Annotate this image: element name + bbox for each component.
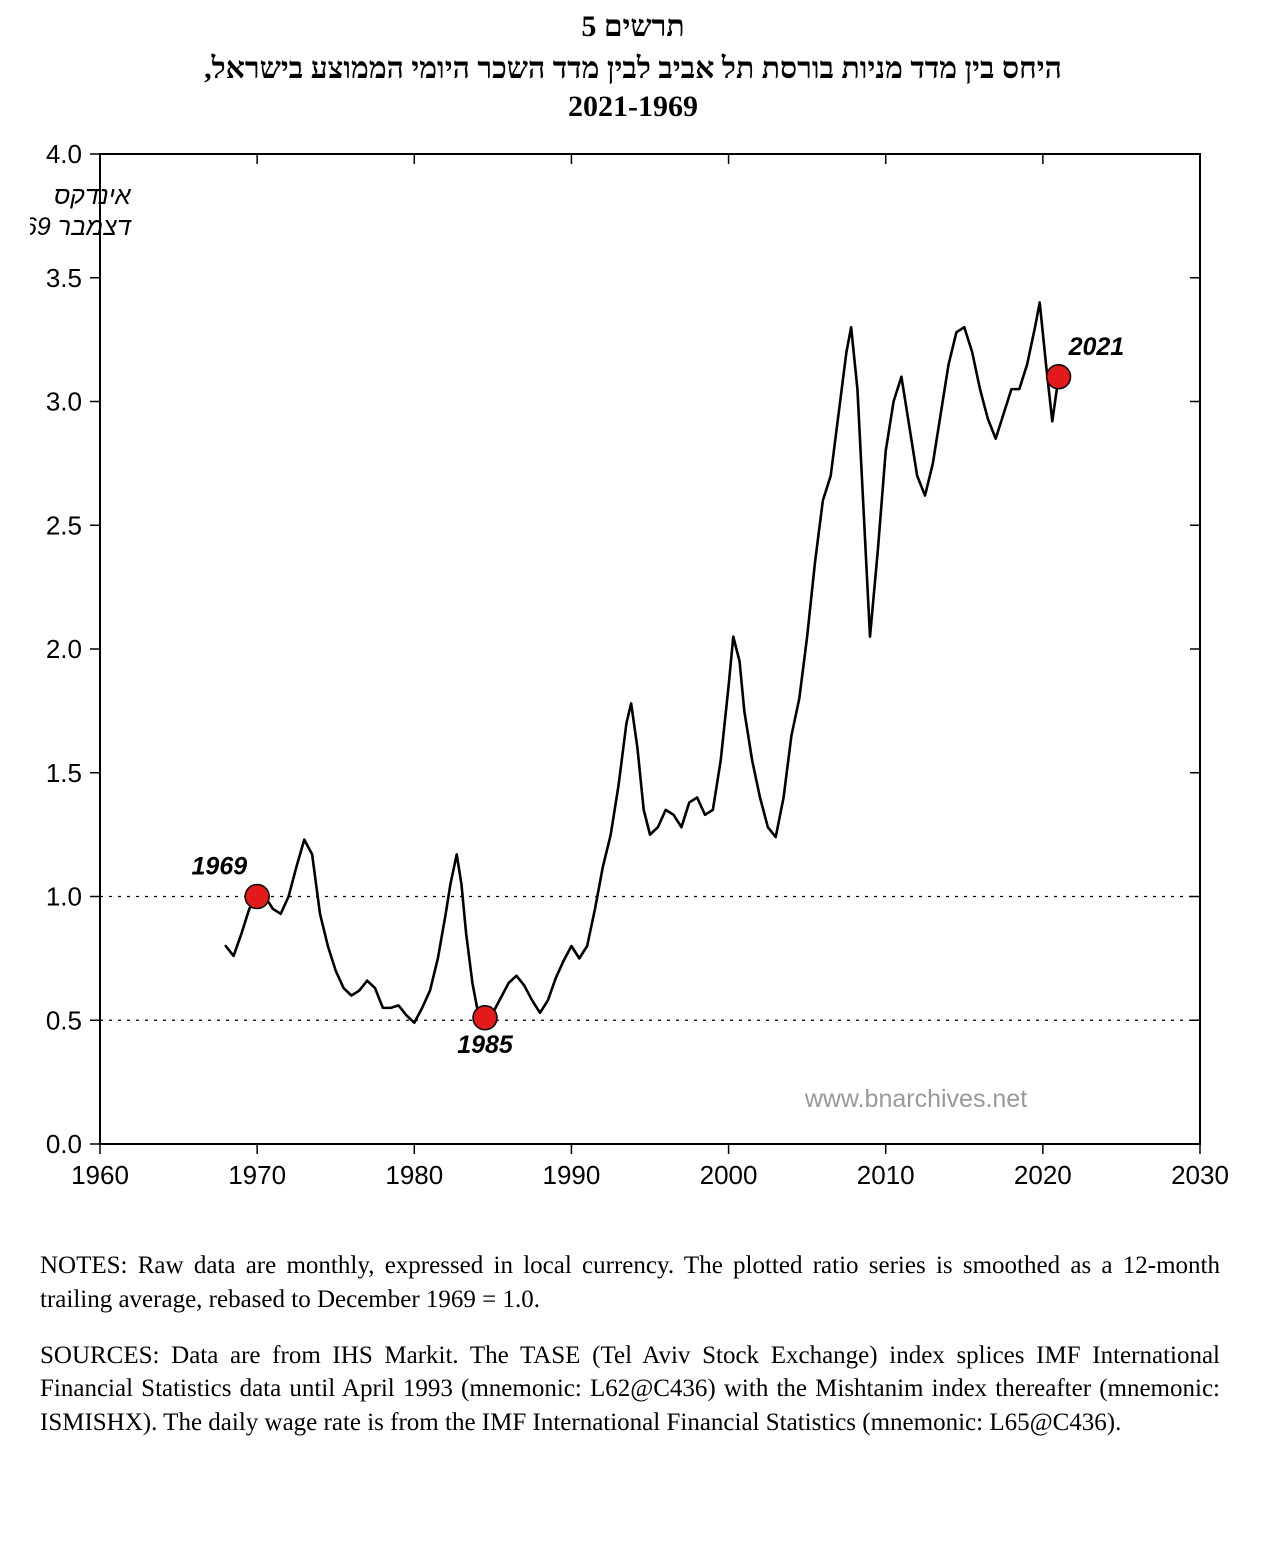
chart-title: תרשים 5 היחס בין מדד מניות בורסת תל אביב… bbox=[0, 10, 1266, 124]
svg-text:2020: 2020 bbox=[1014, 1160, 1072, 1190]
footer-text: NOTES: Raw data are monthly, expressed i… bbox=[40, 1249, 1220, 1440]
svg-text:2000: 2000 bbox=[700, 1160, 758, 1190]
svg-text:1990: 1990 bbox=[543, 1160, 601, 1190]
svg-text:1985: 1985 bbox=[457, 1031, 514, 1059]
title-line-2: היחס בין מדד מניות בורסת תל אביב לבין מד… bbox=[0, 52, 1266, 86]
svg-text:1.0: 1.0 bbox=[46, 882, 82, 912]
svg-text:דצמבר 1969 = 1.0: דצמבר 1969 = 1.0 bbox=[30, 213, 132, 241]
line-chart: 1960 1970 1980 1990 2000 2010 2020 2030 0.0 0.5 1.… bbox=[30, 144, 1236, 1214]
svg-text:3.0: 3.0 bbox=[46, 387, 82, 417]
svg-text:1.5: 1.5 bbox=[46, 758, 82, 788]
title-line-3: 2021-1969 bbox=[0, 90, 1266, 124]
svg-text:www.bnarchives.net: www.bnarchives.net bbox=[804, 1085, 1027, 1113]
svg-text:2021: 2021 bbox=[1068, 333, 1125, 361]
svg-text:1980: 1980 bbox=[385, 1160, 443, 1190]
svg-text:1960: 1960 bbox=[71, 1160, 129, 1190]
svg-text:2010: 2010 bbox=[857, 1160, 915, 1190]
svg-text:1970: 1970 bbox=[228, 1160, 286, 1190]
svg-text:2030: 2030 bbox=[1171, 1160, 1229, 1190]
svg-text:0.5: 0.5 bbox=[46, 1005, 82, 1035]
chart-container: 1960 1970 1980 1990 2000 2010 2020 2030 0.0 0.5 1.… bbox=[30, 144, 1236, 1219]
svg-text:3.5: 3.5 bbox=[46, 263, 82, 293]
sources-paragraph: SOURCES: Data are from IHS Markit. The T… bbox=[40, 1339, 1220, 1440]
svg-text:אינדקס: אינדקס bbox=[54, 182, 132, 210]
svg-text:2.5: 2.5 bbox=[46, 510, 82, 540]
svg-text:4.0: 4.0 bbox=[46, 144, 82, 169]
svg-text:2.0: 2.0 bbox=[46, 634, 82, 664]
svg-text:1969: 1969 bbox=[192, 853, 248, 881]
svg-text:0.0: 0.0 bbox=[46, 1129, 82, 1159]
notes-paragraph: NOTES: Raw data are monthly, expressed i… bbox=[40, 1249, 1220, 1317]
title-line-1: תרשים 5 bbox=[0, 10, 1266, 44]
